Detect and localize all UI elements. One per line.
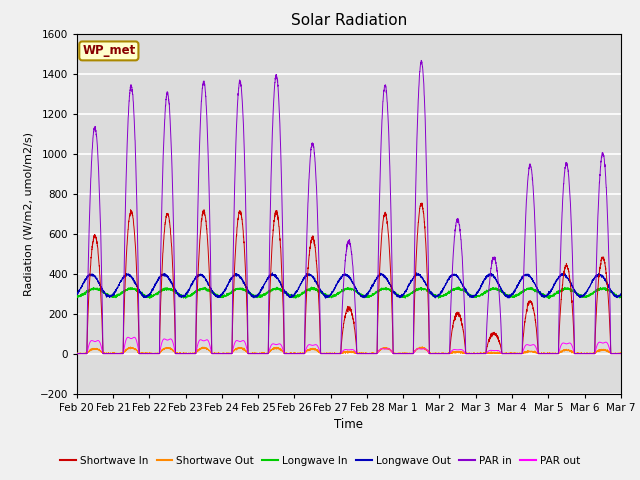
X-axis label: Time: Time xyxy=(334,418,364,431)
Y-axis label: Radiation (W/m2, umol/m2/s): Radiation (W/m2, umol/m2/s) xyxy=(24,132,34,296)
Legend: Shortwave In, Shortwave Out, Longwave In, Longwave Out, PAR in, PAR out: Shortwave In, Shortwave Out, Longwave In… xyxy=(56,452,584,470)
Text: WP_met: WP_met xyxy=(82,44,136,58)
Title: Solar Radiation: Solar Radiation xyxy=(291,13,407,28)
